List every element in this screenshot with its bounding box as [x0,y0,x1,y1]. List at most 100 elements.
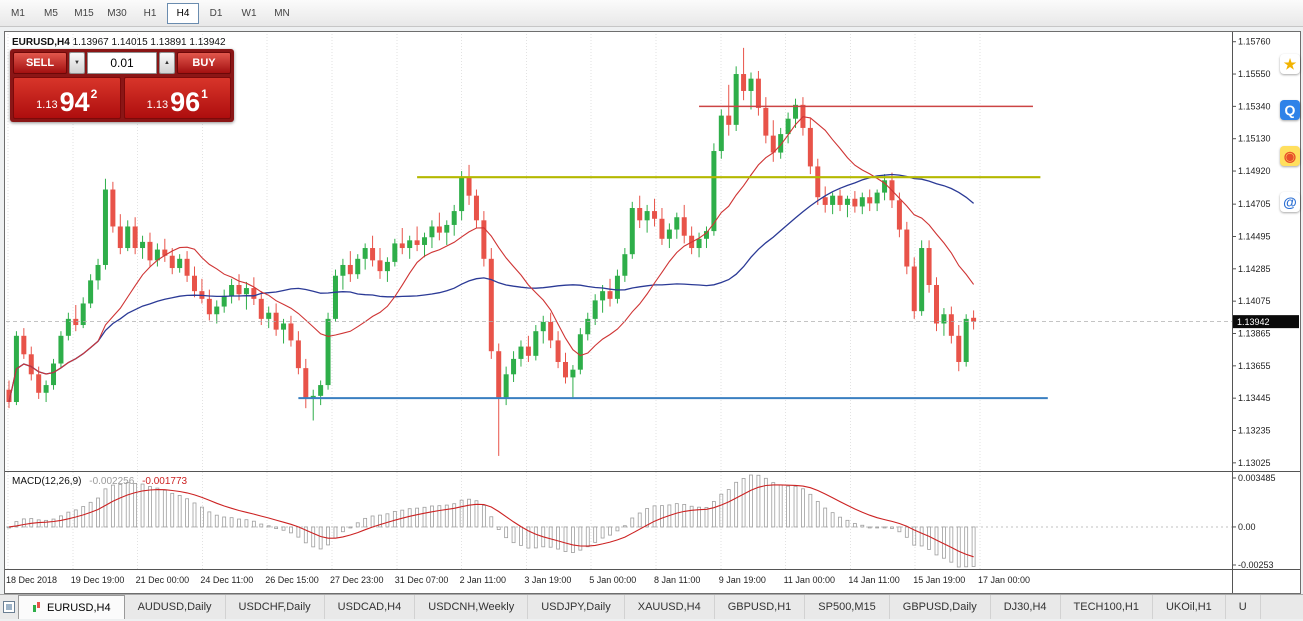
chart-symbol-label: EURUSD,H4 [12,37,70,48]
time-axis-label: 24 Dec 11:00 [200,575,253,585]
timeframe-button-m30[interactable]: M30 [107,7,127,19]
chart-tab-usdjpy-daily[interactable]: USDJPY,Daily [528,595,625,619]
chart-tab-audusd-daily[interactable]: AUDUSD,Daily [125,595,226,619]
chart-tab-label: XAUUSD,H4 [637,601,701,613]
lot-increase-button[interactable]: ▲ [159,52,175,74]
timeframe-button-m5[interactable]: M5 [44,7,58,19]
chart-tab-label: DJ30,H4 [1003,601,1047,613]
chart-tab-ukoil-h1[interactable]: UKOil,H1 [1153,595,1226,619]
chart-tab-gbpusd-daily[interactable]: GBPUSD,Daily [890,595,991,619]
buy-price-prefix: 1.13 [146,99,169,111]
price-axis-label: 1.14920 [1238,166,1271,176]
timeframe-button-h1[interactable]: H1 [143,7,157,19]
price-axis-label: 1.15340 [1238,101,1271,111]
star-shortcut-icon[interactable]: ★ [1280,54,1300,74]
candles-layer [6,47,977,456]
time-axis-label: 5 Jan 00:00 [589,575,636,585]
macd-axis-label: 0.00 [1238,522,1256,532]
chart-tab-label: EURUSD,H4 [47,601,111,614]
chart-tabs-bar: EURUSD,H4 AUDUSD,Daily USDCHF,Daily USDCAD,… [0,594,1303,619]
chart-tab-label: USDJPY,Daily [541,601,611,613]
time-axis-label: 3 Jan 19:00 [524,575,571,585]
chevron-up-icon: ▲ [164,60,170,66]
messenger-shortcut-icon[interactable]: Q [1280,100,1300,120]
chart-tab-eurusd-h4[interactable]: EURUSD,H4 [18,595,125,619]
timeframe-button-w1[interactable]: W1 [241,7,257,19]
macd-name: MACD(12,26,9) [12,476,82,487]
chart-tab-label: USDCAD,H4 [337,601,402,613]
sell-price-sup: 2 [90,87,98,101]
price-axis-label: 1.13025 [1238,458,1271,468]
sell-price-big: 94 [59,87,90,117]
chart-tab-label: GBPUSD,Daily [902,601,977,613]
mail-shortcut-icon[interactable]: @ [1280,192,1300,212]
buy-button[interactable]: BUY [177,52,231,74]
time-axis-label: 27 Dec 23:00 [330,575,384,585]
buy-price-big: 96 [170,87,201,117]
macd-axis-label: -0.00253 [1238,560,1274,570]
buy-price-button[interactable]: 1.13 96 1 [123,77,231,119]
ma-fast-line [8,116,975,403]
buy-price-sup: 1 [201,87,208,101]
chart-tab-label: USDCNH,Weekly [428,601,515,613]
time-axis-label: 17 Jan 00:00 [978,575,1030,585]
price-axis-label: 1.13445 [1238,393,1271,403]
chart-tab-label: UKOil,H1 [1165,601,1212,613]
price-scale[interactable]: 1.15760 1.15550 1.15340 1.15130 1.14920 1.147… [1232,37,1271,468]
browser-shortcut-icon[interactable]: ◉ [1280,146,1300,166]
macd-signal-value: -0.001773 [142,476,188,487]
chart-tab-usdcad-h4[interactable]: USDCAD,H4 [325,595,416,619]
timeframe-button-h4[interactable]: H4 [167,2,199,24]
time-scale[interactable]: 18 Dec 2018 19 Dec 19:00 21 Dec 00:00 24 De… [6,575,1030,585]
time-axis-label: 8 Jan 11:00 [654,575,700,585]
time-axis-label: 26 Dec 15:00 [265,575,319,585]
chart-title: EURUSD,H4 1.13967 1.14015 1.13891 1.1394… [12,37,226,48]
macd-main-value: -0.002256 [89,476,135,487]
timeframe-button-mn[interactable]: MN [274,7,290,19]
window-arrange-icon[interactable] [0,595,18,619]
chart-tab-label: AUDUSD,Daily [137,601,212,613]
time-axis-label: 2 Jan 11:00 [460,575,506,585]
timeframe-button-m1[interactable]: M1 [11,7,25,19]
timeframe-button-d1[interactable]: D1 [209,7,223,19]
chart-tab-u[interactable]: U [1226,595,1261,619]
time-axis-label: 14 Jan 11:00 [848,575,899,585]
sell-button[interactable]: SELL [13,52,67,74]
desktop-shortcut-icons: ★ Q ◉ @ [1279,54,1301,212]
chart-tab-usdcnh-weekly[interactable]: USDCNH,Weekly [415,595,529,619]
timeframe-button-m15[interactable]: M15 [74,7,94,19]
chevron-down-icon: ▼ [74,60,80,66]
candlestick-chart-icon [32,602,42,613]
chart-tab-label: TECH100,H1 [1073,601,1139,613]
time-axis-label: 11 Jan 00:00 [784,575,835,585]
chart-ohlc-values: 1.13967 1.14015 1.13891 1.13942 [72,37,226,48]
chart-tab-xauusd-h4[interactable]: XAUUSD,H4 [625,595,715,619]
price-axis-label: 1.13655 [1238,361,1271,371]
chart-tab-usdchf-daily[interactable]: USDCHF,Daily [226,595,325,619]
macd-histogram [7,474,976,568]
chart-tab-gbpusd-h1[interactable]: GBPUSD,H1 [715,595,806,619]
macd-axis-label: 0.003485 [1238,473,1276,483]
ma-slow-line [8,173,975,403]
time-axis-label: 31 Dec 07:00 [395,575,449,585]
price-axis-label: 1.15130 [1238,134,1271,144]
price-axis-label: 1.14285 [1238,264,1271,274]
macd-signal-line [8,484,974,558]
chart-tab-dj30-h4[interactable]: DJ30,H4 [991,595,1061,619]
time-axis-label: 19 Dec 19:00 [71,575,125,585]
lot-dropdown-button[interactable]: ▼ [69,52,85,74]
trade-panel-controls: SELL ▼ ▲ BUY [13,52,231,74]
chart-tab-sp500-m15[interactable]: SP500,M15 [805,595,890,619]
price-axis-label: 1.14075 [1238,296,1271,306]
chart-tab-label: SP500,M15 [818,601,876,613]
timeframe-toolbar: M1 M5 M15 M30 H1 H4 D1 W1 MN [0,0,1303,27]
chart-canvas[interactable]: 1.15760 1.15550 1.15340 1.15130 1.14920 1.147… [4,31,1301,594]
chart-tab-label: GBPUSD,H1 [727,601,792,613]
time-axis-label: 15 Jan 19:00 [913,575,965,585]
trade-panel-prices: 1.13 94 2 1.13 96 1 [13,77,231,119]
sell-price-button[interactable]: 1.13 94 2 [13,77,121,119]
chart-tab-tech100-h1[interactable]: TECH100,H1 [1061,595,1153,619]
lot-size-input[interactable] [87,52,157,74]
